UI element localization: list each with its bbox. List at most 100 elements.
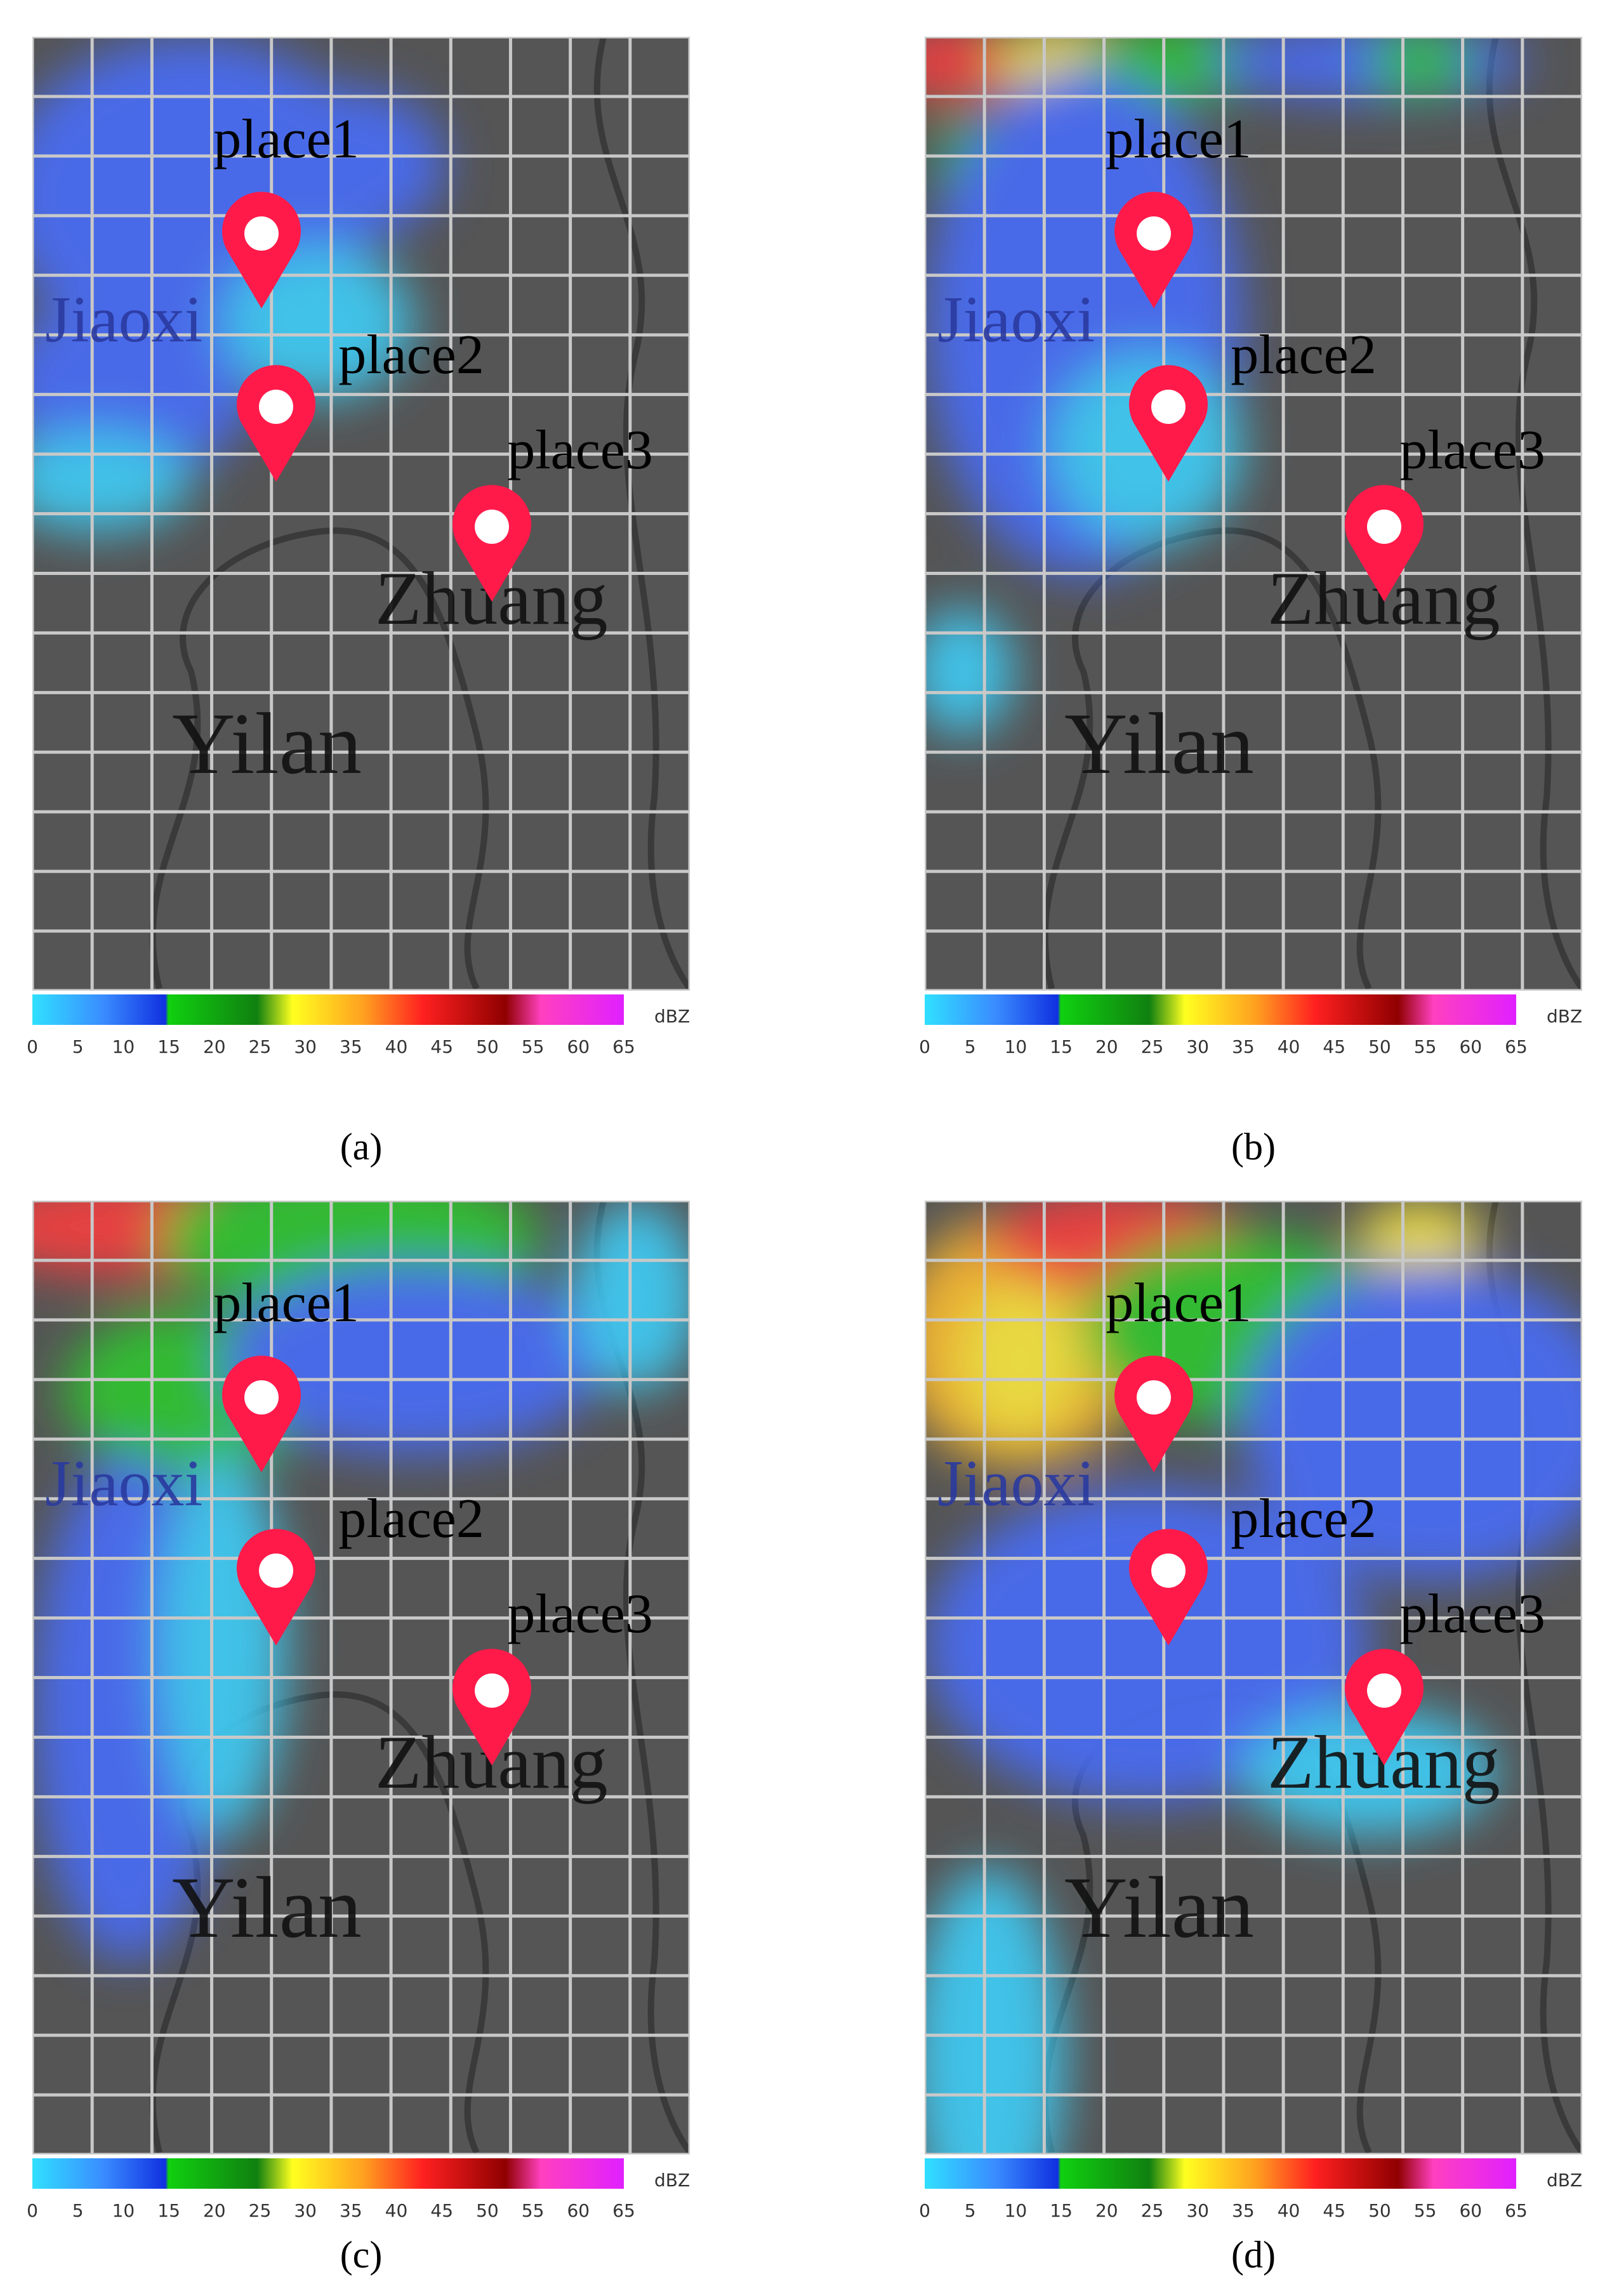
panel-caption: (a) <box>340 1126 383 1168</box>
colorbar-tick: 45 <box>430 2200 453 2221</box>
colorbar-tick: 0 <box>27 2200 38 2221</box>
colorbar-tick: 0 <box>919 1036 930 1057</box>
place-label: place3 <box>507 1583 653 1645</box>
echo <box>572 1201 690 1391</box>
place-marker <box>222 1356 301 1472</box>
colorbar-tick: 50 <box>1368 2200 1391 2221</box>
colorbar-tick: 40 <box>1278 1036 1300 1057</box>
echo <box>1356 1201 1483 1277</box>
colorbar-tick: 65 <box>1505 2200 1528 2221</box>
echo <box>956 1283 1083 1435</box>
town-label: Yilan <box>1064 1859 1254 1956</box>
place-label: place2 <box>338 324 484 386</box>
colorbar-tick: 40 <box>1278 2200 1300 2221</box>
colorbar-tick: 40 <box>385 2200 408 2221</box>
echo <box>1242 1264 1582 1581</box>
pin-hole <box>244 1380 279 1415</box>
colorbar-tick: 0 <box>919 2200 930 2221</box>
place-label: place1 <box>1106 1272 1252 1334</box>
echo <box>32 430 191 532</box>
map: JiaoxiZhuangYilan <box>32 37 690 991</box>
map: JiaoxiZhuangYilan <box>925 37 1582 991</box>
echo <box>925 37 1020 100</box>
colorbar-tick: 15 <box>1050 1036 1073 1057</box>
town-label: Jiaoxi <box>937 1447 1095 1520</box>
place-label: place2 <box>1231 1488 1377 1550</box>
colorbar-tick: 65 <box>612 1036 635 1057</box>
place-marker <box>1129 365 1208 482</box>
colorbar-tick: 15 <box>1050 2200 1073 2221</box>
colorbar-tick: 40 <box>385 1036 408 1057</box>
place-label: place2 <box>1231 324 1377 386</box>
colorbar-gradient <box>925 2158 1516 2189</box>
colorbar-tick: 10 <box>1005 1036 1028 1057</box>
place-label: place1 <box>213 109 359 170</box>
place-marker <box>222 192 301 308</box>
panel-caption: (b) <box>1231 1126 1276 1168</box>
colorbar-tick: 55 <box>1414 2200 1437 2221</box>
colorbar-tick: 30 <box>1186 1036 1209 1057</box>
colorbar-tick: 65 <box>1505 1036 1528 1057</box>
panel: JiaoxiZhuangYilanplace1 place2 place3 0 5 10 1… <box>919 1201 1582 2221</box>
echo <box>925 608 1014 735</box>
colorbar: 0 5 10 15 20 25 30 35 40 45 50 55 60 65 dBZ <box>919 2158 1582 2221</box>
town-label: Yilan <box>172 695 362 792</box>
pin-hole <box>244 216 279 251</box>
colorbar-tick: 10 <box>112 2200 135 2221</box>
place-label: place3 <box>1399 1583 1545 1645</box>
town-label: Jiaoxi <box>937 283 1095 356</box>
pin-hole <box>1367 1673 1401 1708</box>
town-label: Yilan <box>1064 695 1254 792</box>
colorbar-tick: 25 <box>1141 2200 1164 2221</box>
colorbar-tick: 45 <box>430 1036 453 1057</box>
colorbar-tick: 20 <box>1095 1036 1118 1057</box>
colorbar-unit: dBZ <box>1547 2170 1582 2191</box>
colorbar-gradient <box>925 994 1516 1025</box>
place-marker <box>1345 485 1424 602</box>
colorbar-tick: 60 <box>1459 1036 1482 1057</box>
colorbar-tick: 35 <box>340 1036 362 1057</box>
pin-hole <box>1137 1380 1171 1415</box>
colorbar-tick: 5 <box>965 1036 976 1057</box>
echo <box>223 1264 604 1455</box>
echo <box>254 88 445 240</box>
colorbar-tick: 55 <box>1414 1036 1437 1057</box>
place-marker <box>453 485 531 602</box>
colorbar-tick: 30 <box>294 1036 317 1057</box>
pin-hole <box>259 1554 293 1588</box>
colorbar-tick: 50 <box>1368 1036 1391 1057</box>
colorbar-tick: 60 <box>567 1036 590 1057</box>
place-label: place3 <box>507 419 653 481</box>
colorbar-tick: 0 <box>27 1036 38 1057</box>
boundary <box>1041 527 1382 991</box>
colorbar-tick: 5 <box>72 1036 84 1057</box>
colorbar-gradient <box>32 2158 624 2189</box>
colorbar-tick: 25 <box>249 2200 272 2221</box>
colorbar-unit: dBZ <box>1547 1006 1582 1027</box>
colorbar-tick: 15 <box>157 2200 180 2221</box>
place-label: place2 <box>338 1488 484 1550</box>
pin-hole <box>1151 390 1186 424</box>
colorbar: 0 5 10 15 20 25 30 35 40 45 50 55 60 65 dBZ <box>27 994 690 1057</box>
place-label: place1 <box>213 1272 359 1334</box>
colorbar-tick: 30 <box>1186 2200 1209 2221</box>
colorbar-tick: 45 <box>1323 2200 1345 2221</box>
colorbar-tick: 25 <box>1141 1036 1164 1057</box>
colorbar-tick: 50 <box>476 1036 499 1057</box>
pin-hole <box>1367 510 1401 544</box>
place-marker <box>237 365 315 482</box>
echo <box>925 1867 1064 2154</box>
colorbar-tick: 10 <box>1005 2200 1028 2221</box>
boundary <box>149 527 489 991</box>
panel: JiaoxiZhuangYilanplace1 place2 place3 0 5 10 1… <box>919 37 1582 1057</box>
colorbar-tick: 35 <box>1232 2200 1255 2221</box>
colorbar-gradient <box>32 994 624 1025</box>
colorbar-tick: 55 <box>522 2200 545 2221</box>
place-marker <box>1129 1529 1208 1646</box>
town-label: Yilan <box>172 1859 362 1956</box>
colorbar-tick: 65 <box>612 2200 635 2221</box>
colorbar: 0 5 10 15 20 25 30 35 40 45 50 55 60 65 dBZ <box>919 994 1582 1057</box>
place-marker <box>237 1529 315 1646</box>
